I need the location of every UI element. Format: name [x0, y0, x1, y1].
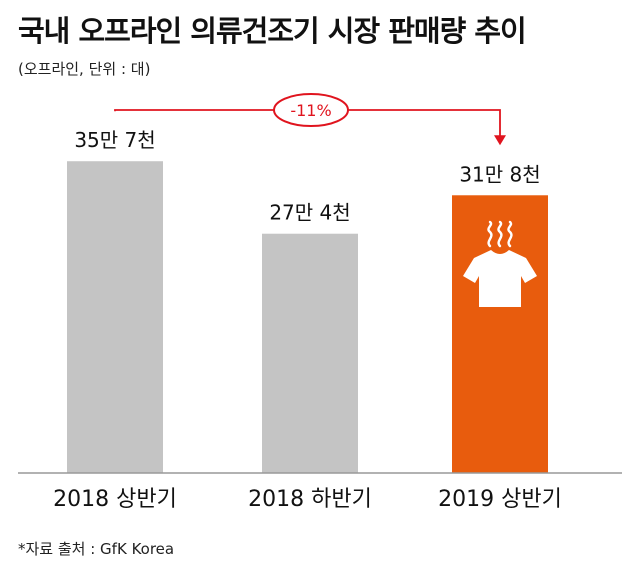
chart-title: 국내 오프라인 의류건조기 시장 판매량 추이 [18, 14, 527, 48]
source-note: *자료 출처 : GfK Korea [18, 540, 175, 558]
tshirt-shape [463, 250, 537, 307]
change-label: -11% [290, 101, 331, 120]
data-label-1: 35만 7천 [74, 128, 155, 152]
steam-line-3 [507, 220, 513, 248]
change-badge [273, 93, 349, 127]
change-arrowhead [494, 135, 506, 146]
data-label-2: 27만 4천 [269, 201, 350, 225]
bar-1 [67, 161, 163, 473]
tshirt-steam-icon [463, 220, 537, 307]
chart-subtitle: (오프라인, 단위 : 대) [18, 60, 151, 78]
data-label-3: 31만 8천 [459, 162, 540, 186]
category-label-3: 2019 상반기 [438, 487, 562, 512]
steam-line-2 [497, 220, 503, 248]
category-label-1: 2018 상반기 [53, 487, 177, 512]
steam-line-1 [487, 220, 493, 248]
bar-2 [262, 233, 358, 473]
category-label-2: 2018 하반기 [248, 487, 372, 512]
